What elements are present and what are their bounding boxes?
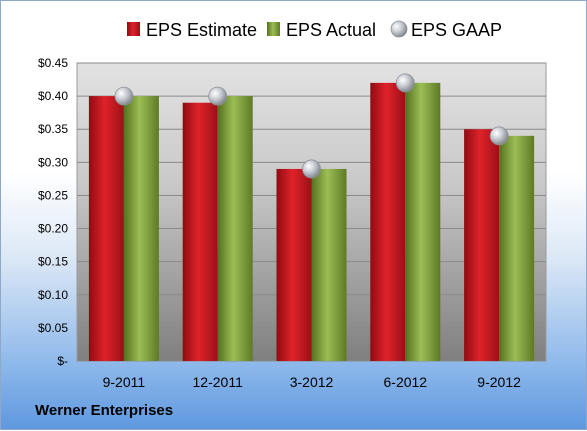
legend-item: EPS Estimate bbox=[127, 20, 257, 40]
marker-eps-gaap bbox=[302, 159, 321, 179]
y-tick-label: $0.20 bbox=[38, 222, 68, 236]
legend: EPS Estimate EPS Actual EPS GAAP bbox=[127, 20, 502, 40]
y-tick-label: $0.30 bbox=[38, 155, 68, 169]
y-tick-label: $- bbox=[57, 354, 68, 368]
legend-swatch bbox=[267, 22, 280, 36]
bars bbox=[88, 82, 535, 361]
legend-item: EPS Actual bbox=[267, 20, 376, 40]
marker-eps-gaap bbox=[208, 86, 228, 106]
legend-swatch bbox=[127, 22, 140, 36]
gaap-markers bbox=[114, 73, 509, 179]
bar-eps-estimate bbox=[464, 129, 500, 361]
bar-eps-estimate bbox=[370, 82, 406, 361]
company-name: Werner Enterprises bbox=[35, 402, 174, 419]
marker-eps-gaap bbox=[489, 126, 509, 146]
x-tick-label: 12-2011 bbox=[193, 374, 244, 390]
bar-eps-actual bbox=[217, 96, 253, 361]
bar-eps-estimate bbox=[88, 96, 124, 361]
x-axis: 9-2011 12-2011 3-2012 6-2012 9-2012 bbox=[103, 374, 521, 390]
marker-eps-gaap bbox=[114, 86, 134, 106]
bar-eps-actual bbox=[499, 135, 535, 361]
y-tick-label: $0.45 bbox=[38, 56, 68, 70]
y-tick-label: $0.10 bbox=[38, 288, 68, 302]
legend-label: EPS GAAP bbox=[411, 20, 502, 40]
marker-eps-gaap bbox=[395, 73, 415, 93]
x-tick-label: 9-2011 bbox=[103, 374, 146, 390]
legend-label: EPS Estimate bbox=[146, 20, 257, 40]
y-tick-label: $0.40 bbox=[38, 89, 68, 103]
bar-eps-actual bbox=[123, 96, 159, 361]
y-tick-label: $0.15 bbox=[38, 255, 68, 269]
bar-eps-actual bbox=[405, 82, 441, 361]
bar-eps-estimate bbox=[182, 102, 218, 361]
x-tick-label: 9-2012 bbox=[477, 374, 521, 390]
y-axis: $- $0.05 $0.10 $0.15 $0.20 $0.25 $0.30 $0.35 $0.… bbox=[38, 56, 68, 368]
bar-eps-estimate bbox=[276, 168, 312, 361]
legend-swatch bbox=[390, 20, 408, 38]
y-tick-label: $0.35 bbox=[38, 122, 68, 136]
x-tick-label: 3-2012 bbox=[290, 374, 334, 390]
y-tick-label: $0.05 bbox=[38, 321, 68, 335]
bar-eps-actual bbox=[311, 168, 347, 361]
legend-label: EPS Actual bbox=[286, 20, 376, 40]
y-tick-label: $0.25 bbox=[38, 188, 68, 202]
x-tick-label: 6-2012 bbox=[384, 374, 428, 390]
legend-item: EPS GAAP bbox=[390, 20, 502, 40]
